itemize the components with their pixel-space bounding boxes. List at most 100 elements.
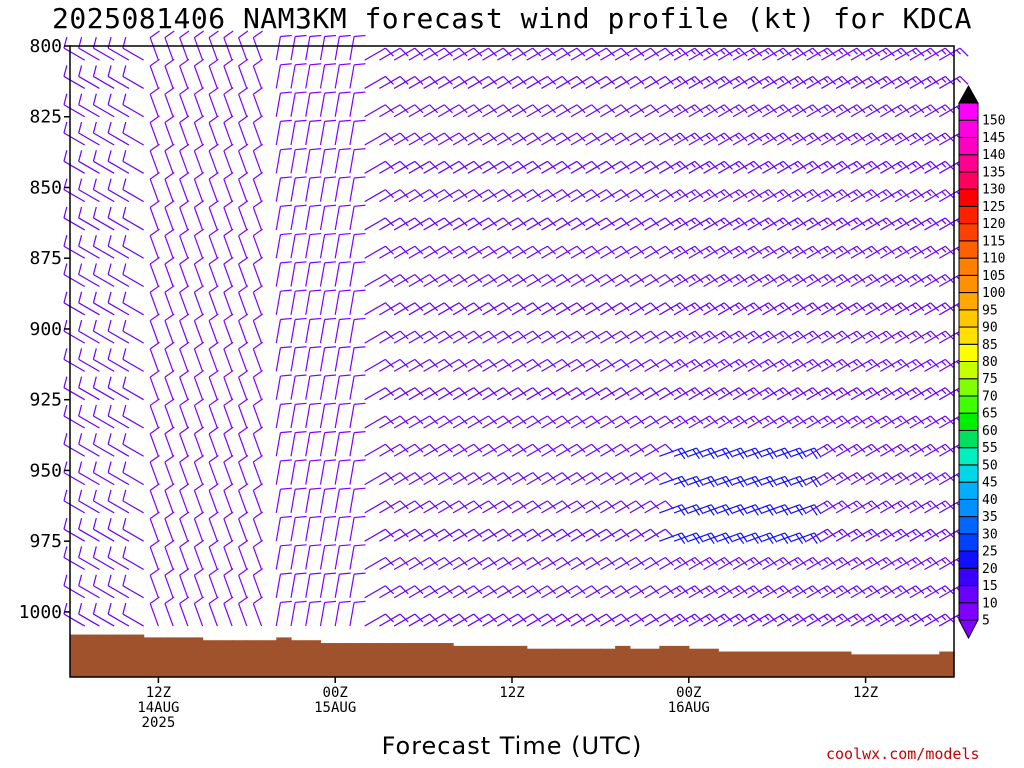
- colorbar-cell: [958, 223, 979, 242]
- wind-barb: [526, 104, 557, 118]
- wind-barb: [223, 172, 234, 202]
- wind-barb: [600, 358, 630, 372]
- wind-barb: [334, 261, 351, 287]
- colorbar-cell: [958, 188, 979, 207]
- wind-barb: [179, 143, 190, 174]
- wind-barb: [835, 189, 866, 203]
- wind-barb: [496, 500, 527, 514]
- wind-barb: [880, 302, 910, 316]
- wind-barb: [92, 36, 115, 61]
- wind-barb: [894, 104, 925, 118]
- colorbar-label: 140: [982, 148, 1005, 163]
- wind-barb: [541, 500, 571, 514]
- wind-barb: [290, 232, 307, 259]
- wind-barb: [673, 556, 704, 570]
- terrain-column: [291, 640, 307, 677]
- colorbar-bottom-arrow: [958, 619, 979, 640]
- wind-barb: [791, 447, 822, 460]
- wind-barb: [909, 245, 940, 259]
- wind-barb: [290, 374, 307, 400]
- wind-barb: [252, 285, 263, 316]
- wind-barb: [349, 515, 366, 542]
- wind-barb: [305, 346, 322, 372]
- terrain-column: [305, 640, 322, 677]
- x-tick-label: 00Z: [323, 685, 348, 701]
- wind-barb: [438, 217, 468, 231]
- colorbar-label: 95: [982, 303, 998, 318]
- wind-barb: [92, 376, 115, 401]
- wind-barb: [223, 87, 234, 117]
- wind-barb: [541, 387, 571, 401]
- wind-barb: [747, 302, 778, 316]
- wind-barb: [223, 200, 234, 231]
- wind-barb: [78, 150, 100, 174]
- wind-barb: [806, 104, 836, 118]
- wind-barb: [570, 613, 601, 627]
- wind-barb: [122, 263, 144, 288]
- wind-barb: [762, 132, 792, 146]
- terrain-column: [261, 640, 277, 677]
- wind-barb: [541, 358, 571, 372]
- wind-barb: [629, 585, 660, 599]
- wind-barb: [732, 47, 763, 61]
- wind-barb: [865, 613, 895, 627]
- wind-barb: [63, 65, 86, 89]
- wind-barb: [305, 91, 322, 117]
- wind-barb: [541, 528, 571, 542]
- wind-barb: [924, 132, 954, 146]
- wind-barb: [614, 556, 645, 570]
- y-tick-label: 800: [29, 36, 62, 57]
- colorbar-label: 30: [982, 527, 998, 542]
- wind-barb: [688, 217, 719, 231]
- wind-barb: [107, 206, 130, 231]
- wind-barb: [555, 500, 586, 514]
- wind-barb: [511, 104, 542, 118]
- wind-barb: [379, 387, 409, 401]
- wind-barb: [92, 235, 115, 259]
- wind-barb: [717, 358, 748, 372]
- wind-barb: [364, 47, 394, 61]
- wind-barb: [541, 245, 571, 259]
- terrain-column: [777, 651, 793, 677]
- wind-barb: [496, 75, 527, 89]
- wind-barb: [305, 261, 322, 287]
- wind-barb: [600, 415, 630, 429]
- wind-barb: [179, 511, 190, 542]
- wind-barb: [511, 472, 542, 486]
- colorbar-cell: [958, 361, 979, 380]
- wind-barb: [122, 235, 144, 259]
- wind-barb: [541, 132, 571, 146]
- wind-barb: [880, 189, 910, 203]
- wind-barb: [349, 289, 366, 315]
- wind-barb: [673, 75, 704, 89]
- wind-barb: [909, 104, 940, 118]
- colorbar-label: 70: [982, 390, 998, 405]
- wind-barb: [482, 443, 512, 457]
- wind-barb: [238, 58, 249, 89]
- wind-barb: [600, 330, 630, 344]
- wind-barb: [208, 483, 219, 514]
- wind-barb: [238, 172, 249, 202]
- wind-barb: [334, 600, 351, 627]
- wind-barb: [511, 556, 542, 570]
- wind-barb: [776, 132, 807, 146]
- wind-barb: [393, 132, 424, 146]
- wind-barb: [92, 489, 115, 514]
- wind-barb: [467, 415, 498, 429]
- wind-barb: [924, 556, 954, 570]
- wind-barb: [208, 143, 219, 174]
- credit-link[interactable]: coolwx.com/models: [826, 745, 980, 763]
- wind-barb: [379, 245, 409, 259]
- wind-barb: [107, 602, 130, 627]
- wind-barb: [408, 556, 439, 570]
- wind-barb: [688, 358, 719, 372]
- wind-barb: [438, 273, 468, 288]
- wind-barb: [334, 515, 351, 542]
- wind-barb: [193, 596, 205, 627]
- wind-barb: [305, 515, 322, 542]
- wind-barb: [541, 585, 571, 599]
- wind-barb: [164, 370, 175, 400]
- wind-barb: [305, 34, 322, 61]
- wind-barb: [482, 132, 512, 146]
- wind-barb: [78, 461, 100, 486]
